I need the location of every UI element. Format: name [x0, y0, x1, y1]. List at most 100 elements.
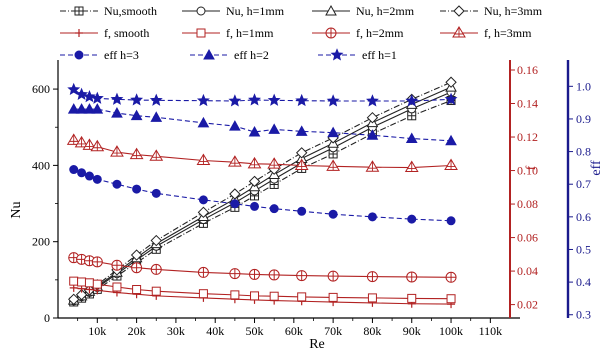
series-line-eff_h3 [73, 169, 452, 222]
legend-label: Nu, h=1mm [226, 4, 285, 18]
legend-marker [196, 28, 206, 38]
legend-label: f, h=3mm [484, 26, 532, 40]
data-point-eff_h1 [444, 92, 458, 105]
x-axis-title: Re [309, 337, 325, 352]
data-point-eff_h1 [295, 93, 309, 107]
data-point-eff_h2 [91, 103, 104, 114]
data-point-nu_h3 [445, 76, 457, 88]
legend-marker [325, 4, 337, 16]
data-point-f_h3 [196, 153, 211, 165]
legend-label: Nu,smooth [104, 4, 157, 18]
data-point-eff_h2 [248, 125, 261, 137]
data-point-eff_h1 [365, 94, 379, 107]
data-point-eff_h3 [446, 216, 456, 226]
data-point-f_h1 [198, 289, 208, 299]
data-point-eff_h1 [149, 93, 163, 106]
series-eff_h3 [69, 165, 456, 226]
data-point-eff_h2 [327, 126, 339, 138]
legend-marker [453, 5, 465, 17]
data-point-f_h3 [247, 156, 262, 169]
x-tick-label: 80k [363, 324, 381, 338]
data-point-nu_h3 [229, 188, 241, 200]
data-point-eff_h3 [269, 204, 279, 214]
data-point-f_h2 [111, 259, 123, 271]
data-point-f_h2 [296, 270, 308, 282]
series-layer [66, 76, 458, 309]
data-point-f_h3 [365, 160, 380, 172]
legend-label: f, smooth [104, 26, 149, 40]
data-point-eff_h1 [228, 94, 242, 107]
y-axis-title-eff: eff [589, 160, 604, 176]
x-tick-label: 110k [479, 324, 503, 338]
data-point-f_h2 [229, 268, 241, 280]
series-f_h3 [66, 133, 458, 173]
data-point-f_h1 [132, 285, 142, 295]
series-f_h1 [69, 276, 456, 304]
data-point-f_h3 [294, 158, 309, 171]
legend-label: Nu, h=3mm [484, 4, 543, 18]
data-point-f_h1 [269, 291, 279, 301]
data-point-eff_h3 [77, 168, 87, 178]
data-point-eff_h2 [295, 125, 308, 136]
data-point-f_h3 [149, 149, 164, 161]
data-point-f_h1 [297, 292, 307, 302]
data-point-nu_h3 [75, 289, 88, 301]
legend-marker [74, 6, 84, 16]
y-tick-label-nu: 400 [32, 158, 50, 172]
data-point-f_h2 [406, 271, 418, 283]
legend-item-nu_h3: Nu, h=3mm [440, 4, 543, 18]
legend-item-eff_h3: eff h=3 [60, 48, 139, 62]
y-tick-label-eff: 0.5 [576, 242, 591, 256]
legend-item-nu_h2: Nu, h=2mm [312, 4, 415, 18]
series-line-nu_smooth [73, 100, 452, 303]
series-line-f_h1 [73, 280, 452, 300]
data-point-f_h3 [326, 159, 341, 171]
data-point-f_h3 [66, 133, 81, 145]
legend-label: eff h=2 [234, 48, 269, 62]
data-point-eff_h2 [229, 120, 241, 131]
data-point-eff_h3 [132, 184, 142, 194]
y-tick-label-nu: 600 [32, 82, 50, 96]
data-point-f_h1 [112, 282, 122, 292]
data-point-eff_h3 [250, 201, 260, 211]
data-point-eff_h1 [110, 92, 124, 105]
data-point-eff_h3 [230, 199, 240, 209]
y-tick-label-f: 0.04 [517, 264, 538, 278]
data-point-f_h3 [444, 158, 458, 171]
y-tick-label-nu: 200 [32, 235, 50, 249]
legend-marker [325, 27, 337, 39]
data-point-eff_h2 [111, 107, 123, 118]
legend-marker [452, 26, 466, 38]
series-line-f_h2 [73, 257, 452, 278]
data-point-f_h3 [129, 147, 144, 160]
data-point-eff_h2 [67, 103, 80, 114]
data-point-eff_h2 [366, 129, 379, 140]
data-point-eff_h3 [198, 195, 208, 205]
data-point-nu_h3 [130, 249, 143, 261]
data-point-f_h2 [366, 271, 378, 283]
data-point-nu_h3 [248, 175, 261, 188]
series-nu_h1 [69, 87, 456, 306]
data-point-f_h1 [69, 276, 79, 286]
data-point-f_h1 [407, 293, 417, 303]
series-f_h2 [68, 252, 457, 283]
y-tick-label-nu: 0 [44, 311, 50, 325]
data-point-eff_h3 [297, 206, 307, 216]
data-point-f_h2 [249, 268, 261, 280]
y-tick-label-eff: 0.3 [576, 308, 591, 322]
data-point-eff_h1 [405, 94, 419, 107]
legend-item-f_h1: f, h=1mm [182, 26, 274, 40]
data-point-eff_h2 [405, 132, 418, 144]
y-axis-title-nu: Nu [9, 201, 24, 218]
data-point-eff_h2 [130, 109, 143, 121]
data-point-eff_h3 [407, 214, 417, 224]
data-point-f_h1 [230, 290, 240, 300]
x-tick-label: 30k [167, 324, 185, 338]
legend-marker [330, 48, 344, 61]
legend-item-f_h2: f, h=2mm [312, 26, 404, 40]
x-tick-label: 10k [88, 324, 106, 338]
data-point-f_h2 [268, 269, 280, 281]
y-tick-label-eff: 0.9 [576, 112, 591, 126]
series-eff_h2 [67, 103, 457, 146]
